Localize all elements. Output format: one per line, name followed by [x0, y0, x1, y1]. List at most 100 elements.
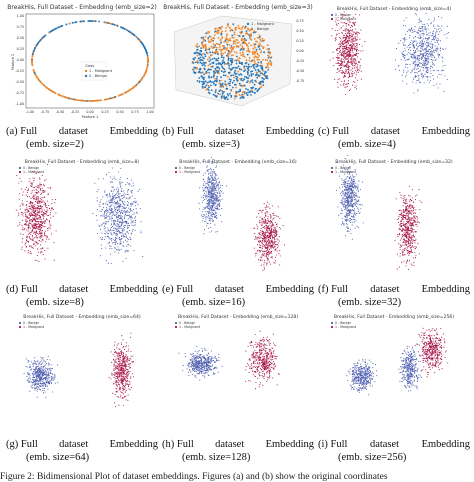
embedding-point	[206, 225, 208, 227]
embedding-point	[213, 37, 216, 40]
embedding-point	[279, 217, 281, 220]
embedding-point	[42, 239, 44, 241]
embedding-point	[331, 28, 333, 30]
embedding-point	[433, 51, 435, 53]
embedding-point	[33, 227, 35, 230]
embedding-point	[114, 210, 116, 212]
embedding-point	[205, 198, 207, 200]
embedding-point	[103, 211, 106, 213]
embedding-point	[202, 215, 204, 218]
embedding-point	[108, 192, 110, 194]
embedding-point	[413, 29, 415, 31]
embedding-point	[338, 70, 340, 72]
embedding-point	[41, 235, 43, 237]
embedding-point	[24, 242, 26, 245]
embedding-point	[340, 58, 342, 60]
embedding-point	[215, 182, 217, 184]
embedding-point	[39, 177, 41, 179]
embedding-point	[422, 60, 424, 62]
embedding-point	[421, 47, 423, 49]
embedding-point	[198, 77, 201, 79]
embedding-point	[232, 74, 234, 77]
embedding-point	[404, 41, 406, 43]
embedding-point	[253, 30, 256, 32]
embedding-point	[349, 52, 351, 54]
embedding-point	[36, 235, 38, 237]
embedding-point	[212, 176, 214, 178]
embedding-point	[37, 210, 39, 212]
embedding-point	[350, 63, 352, 65]
embedding-point	[253, 67, 256, 70]
embedding-point	[40, 221, 42, 224]
embedding-point	[50, 217, 52, 219]
embedding-point	[431, 33, 434, 35]
embedding-point	[247, 45, 249, 48]
embedding-point	[259, 72, 262, 74]
embedding-point	[47, 88, 50, 90]
embedding-point	[346, 65, 348, 67]
embedding-point	[103, 212, 105, 214]
embedding-point	[33, 177, 35, 180]
embedding-point	[274, 260, 277, 262]
embedding-point	[204, 86, 207, 88]
embedding-point	[259, 251, 261, 253]
embedding-point	[199, 187, 201, 189]
embedding-point	[266, 234, 269, 236]
embedding-point	[128, 202, 130, 204]
embedding-point	[133, 201, 136, 203]
embedding-point	[204, 55, 207, 58]
embedding-point	[402, 53, 404, 55]
embedding-point	[204, 39, 207, 42]
embedding-point	[217, 92, 220, 95]
embedding-point	[31, 234, 34, 236]
embedding-point	[235, 92, 237, 95]
embedding-point	[39, 183, 41, 186]
embedding-point	[259, 249, 261, 251]
embedding-point	[103, 222, 105, 224]
embedding-point	[43, 204, 45, 206]
embedding-point	[17, 225, 19, 227]
embedding-point	[199, 61, 202, 64]
embedding-point	[15, 209, 17, 211]
embedding-point	[227, 98, 229, 101]
embedding-point	[419, 69, 421, 71]
embedding-point	[269, 222, 271, 224]
embedding-point	[204, 207, 206, 210]
embedding-point	[348, 57, 350, 59]
embedding-point	[209, 217, 211, 219]
embedding-point	[19, 177, 21, 179]
embedding-point	[257, 61, 260, 64]
embedding-point	[38, 215, 41, 217]
embedding-point	[275, 234, 277, 236]
embedding-point	[35, 225, 37, 227]
embedding-point	[349, 27, 352, 29]
embedding-point	[255, 87, 257, 90]
embedding-point	[217, 53, 219, 56]
embedding-point	[352, 84, 354, 86]
embedding-point	[125, 29, 128, 31]
embedding-point	[240, 62, 242, 65]
embedding-point	[414, 56, 416, 58]
embedding-point	[353, 44, 355, 46]
embedding-point	[269, 52, 271, 55]
embedding-point	[51, 203, 53, 205]
embedding-point	[347, 68, 349, 71]
embedding-point	[34, 233, 36, 236]
embedding-point	[412, 42, 414, 44]
embedding-point	[344, 14, 346, 16]
embedding-point	[114, 232, 116, 235]
embedding-point	[346, 35, 348, 38]
embedding-point	[239, 73, 242, 75]
embedding-point	[265, 264, 267, 266]
embedding-point	[230, 94, 233, 97]
legend-marker	[330, 17, 334, 21]
embedding-point	[241, 93, 244, 96]
embedding-point	[54, 27, 57, 30]
embedding-point	[119, 242, 121, 244]
embedding-point	[37, 199, 39, 201]
embedding-point	[267, 245, 269, 247]
embedding-point	[349, 19, 351, 21]
embedding-point	[110, 227, 112, 229]
embedding-point	[110, 206, 112, 208]
embedding-point	[267, 255, 269, 257]
